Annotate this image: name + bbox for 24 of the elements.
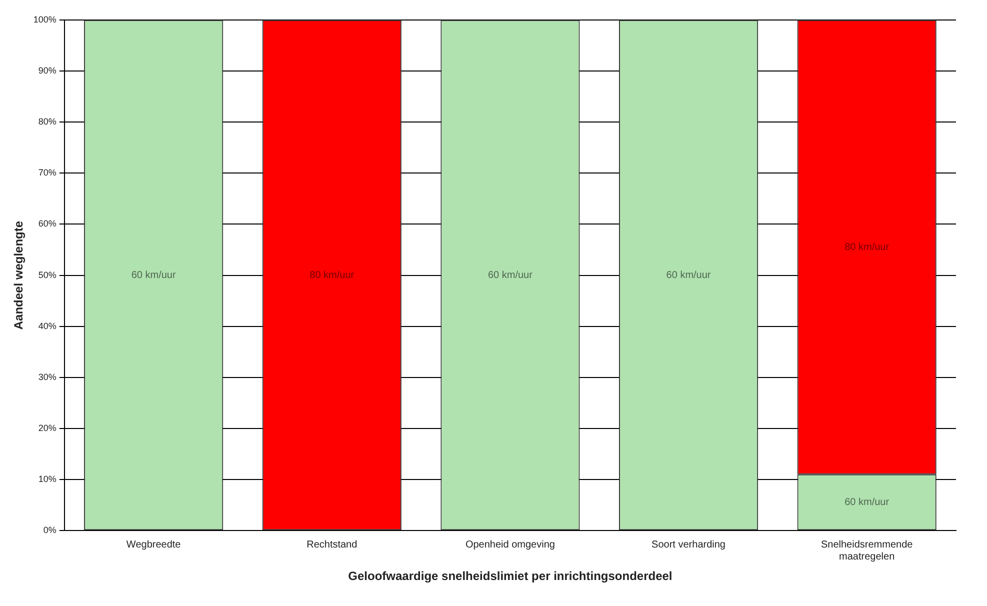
- y-tick-label: 20%: [38, 422, 56, 433]
- y-tick-label: 50%: [38, 270, 56, 280]
- y-tick-label: 0%: [43, 525, 56, 536]
- x-tick-label: Rechtstand: [306, 539, 358, 550]
- x-tick-label: Soort verharding: [652, 539, 726, 550]
- text: 60 km/uur: [488, 270, 532, 281]
- y-tick-label: 70%: [38, 168, 56, 178]
- text: 80 km/uur: [310, 270, 354, 281]
- y-tick-label: 40%: [38, 320, 56, 331]
- series-label: 60 km/uur: [844, 497, 890, 508]
- y-tick-label: 100%: [33, 14, 56, 24]
- y-tick-label: 30%: [38, 372, 56, 382]
- x-axis-title: Geloofwaardige snelheidslimiet per inrichtingsonderdeel: [348, 569, 672, 584]
- series-label: 80 km/uur: [844, 242, 890, 253]
- x-tick-label: Wegbreedte: [126, 539, 182, 550]
- y-tick-label: 80%: [38, 116, 56, 127]
- y-tick-label: 90%: [38, 66, 56, 76]
- text: 60 km/uur: [666, 270, 711, 281]
- y-tick-label: 60%: [38, 218, 56, 229]
- text: 60 km/uur: [131, 270, 176, 281]
- x-tick-label: Snelheidsremmende maatregelen: [820, 539, 914, 562]
- y-tick-label: 10%: [38, 474, 56, 484]
- y-axis-title: Aandeel weglengte: [12, 220, 26, 330]
- x-tick-label: Openheid omgeving: [465, 539, 555, 550]
